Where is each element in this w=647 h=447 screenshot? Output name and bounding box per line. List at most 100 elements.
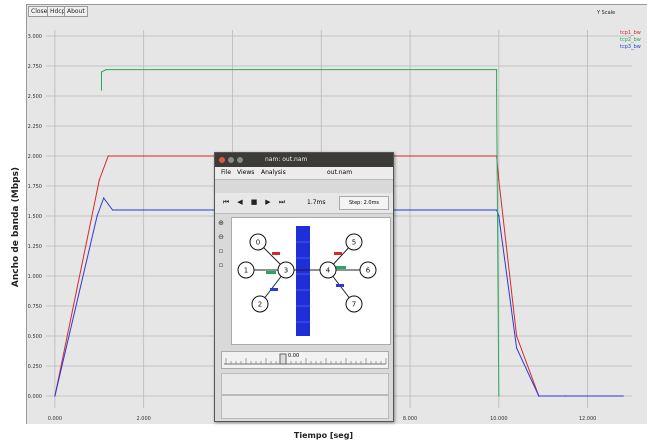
y-tick-label: 0.500 <box>28 334 42 340</box>
menu-views[interactable]: Views <box>237 169 255 176</box>
y-tick-label: 2.750 <box>28 64 42 70</box>
node-label: 5 <box>352 239 356 247</box>
packet <box>272 252 280 255</box>
y-tick-label: 0.000 <box>28 394 42 400</box>
data-point-tcp2_bw <box>622 395 624 397</box>
node-label: 4 <box>326 267 331 275</box>
legend-item-tcp3: tcp3_bw <box>620 44 641 50</box>
data-point-tcp1_bw <box>409 155 411 157</box>
data-point-tcp2_bw <box>564 395 567 397</box>
data-point-tcp3_bw <box>100 89 103 91</box>
menu-file[interactable]: File <box>221 169 232 176</box>
y-tick-label: 1.000 <box>28 274 42 280</box>
data-point-tcp2_bw <box>409 209 411 211</box>
tool-icon[interactable]: ▫ <box>218 261 224 269</box>
zoom-in-icon[interactable]: ⊕ <box>218 219 224 227</box>
packet <box>336 284 344 287</box>
queue-bar <box>296 226 310 336</box>
legend-item-tcp2: tcp2_bw <box>620 37 641 43</box>
packet <box>270 288 278 291</box>
legend-item-tcp1: tcp1_bw <box>620 30 641 36</box>
network-node <box>319 261 337 279</box>
x-tick-label: 0.000 <box>48 416 62 422</box>
node-label: 1 <box>244 267 248 275</box>
node-label: 7 <box>352 301 356 309</box>
menu-analysis[interactable]: Analysis <box>261 169 286 176</box>
data-point-tcp1_bw <box>515 335 518 337</box>
data-point-tcp2_bw <box>143 209 145 211</box>
y-tick-label: 0.250 <box>28 364 42 370</box>
data-point-tcp2_bw <box>498 215 500 217</box>
x-tick-label: 10.000 <box>490 416 508 422</box>
y-tick-label: 3.000 <box>28 34 42 40</box>
network-node <box>251 295 269 313</box>
node-label: 3 <box>284 267 288 275</box>
y-tick-label: 2.500 <box>28 94 42 100</box>
nam-menubar: File Views Analysis out.nam <box>215 167 393 180</box>
nam-titlebar: nam: out.nam <box>215 153 393 167</box>
zoom-out-icon[interactable]: ⊖ <box>218 233 224 241</box>
data-point-tcp1_bw <box>98 179 100 181</box>
packet <box>266 271 276 274</box>
data-point-tcp3_bw <box>100 71 103 73</box>
data-point-tcp3_bw <box>105 69 107 71</box>
chart-legend: tcp1_bw tcp2_bw tcp3_bw <box>620 30 644 51</box>
about-button[interactable]: About <box>64 6 88 17</box>
stop-icon[interactable]: ■ <box>250 198 258 206</box>
data-point-tcp1_bw <box>143 155 145 157</box>
playback-controls: ⏮ ◀ ■ ▶ ⏭ 1.7ms Step: 2.0ms <box>215 193 393 214</box>
network-node <box>345 233 363 251</box>
tool-icon[interactable]: ▫ <box>218 247 224 255</box>
data-point-tcp2_bw <box>538 395 540 397</box>
y-tick-label: 1.500 <box>28 214 42 220</box>
x-tick-label: 12.000 <box>579 416 597 422</box>
data-point-tcp2_bw <box>54 395 56 397</box>
nam-window: nam: out.nam File Views Analysis out.nam… <box>214 152 394 422</box>
data-point-tcp3_bw <box>495 89 498 91</box>
y-tick-label: 0.750 <box>28 304 42 310</box>
slider-value: 0.00 <box>288 353 300 359</box>
network-node <box>249 233 267 251</box>
y-scale-toggle[interactable]: Y Scale <box>597 10 616 16</box>
y-tick-label: 1.250 <box>28 244 42 250</box>
series-line-tcp3_bw <box>101 69 500 397</box>
nam-side-tools: ⊕ ⊖ ▫ ▫ <box>217 219 227 309</box>
fast-forward-icon[interactable]: ⏭ <box>278 198 286 206</box>
x-axis-label: Tiempo [seg] <box>293 431 354 440</box>
slider-ticks <box>224 353 387 365</box>
data-point-tcp2_bw <box>96 215 98 217</box>
y-axis-label: Ancho de banda (Mbps) <box>11 166 21 288</box>
network-node <box>345 295 363 313</box>
close-window-icon[interactable] <box>219 157 225 163</box>
network-node <box>359 261 377 279</box>
nam-title: nam: out.nam <box>265 156 308 163</box>
maximize-window-icon[interactable] <box>237 157 243 163</box>
slider-handle[interactable] <box>279 353 287 365</box>
node-label: 2 <box>258 301 262 309</box>
back-icon[interactable]: ◀ <box>237 198 243 206</box>
data-point-tcp2_bw <box>103 197 105 199</box>
y-tick-label: 2.000 <box>28 154 42 160</box>
data-point-tcp1_bw <box>498 179 500 181</box>
output-panel <box>221 373 389 395</box>
node-label: 0 <box>256 239 260 247</box>
data-point-tcp2_bw <box>515 347 518 349</box>
network-topology: 0 1 2 3 4 5 6 7 <box>231 217 391 345</box>
x-tick-label: 2.000 <box>137 416 151 422</box>
network-node <box>237 261 255 279</box>
time-slider[interactable]: 0.00 <box>221 351 389 369</box>
minimize-window-icon[interactable] <box>228 157 234 163</box>
data-point-tcp2_bw <box>495 209 498 211</box>
data-point-tcp2_bw <box>111 209 114 211</box>
data-point-tcp1_bw <box>107 155 109 157</box>
y-tick-label: 2.250 <box>28 124 42 130</box>
play-icon[interactable]: ▶ <box>265 198 271 206</box>
y-tick-label: 1.750 <box>28 184 42 190</box>
file-name-label: out.nam <box>327 169 353 176</box>
x-tick-label: 8.000 <box>403 416 417 422</box>
rewind-icon[interactable]: ⏮ <box>222 198 230 206</box>
step-field[interactable]: Step: 2.0ms <box>339 196 389 210</box>
packet <box>334 252 342 255</box>
data-point-tcp3_bw <box>495 69 498 71</box>
